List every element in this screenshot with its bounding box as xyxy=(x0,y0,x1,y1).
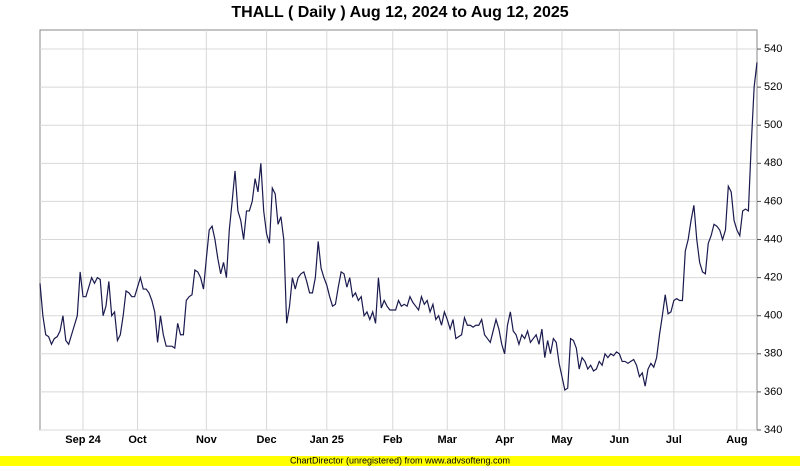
footer: ChartDirector (unregistered) from www.ad… xyxy=(290,455,510,465)
x-tick-label: Nov xyxy=(196,434,218,446)
y-tick-label: 480 xyxy=(764,157,782,169)
x-tick-label: Aug xyxy=(726,434,747,446)
x-tick-label: Jan 25 xyxy=(310,434,344,446)
y-tick-label: 440 xyxy=(764,233,782,245)
x-tick-label: Mar xyxy=(437,434,457,446)
x-tick-label: Feb xyxy=(383,434,403,446)
y-tick-label: 340 xyxy=(764,424,782,436)
x-tick-label: Jul xyxy=(666,434,682,446)
y-tick-label: 520 xyxy=(764,81,782,93)
x-tick-label: Jun xyxy=(610,434,630,446)
grid xyxy=(40,30,761,431)
marks xyxy=(39,62,758,391)
y-tick-label: 400 xyxy=(764,310,782,322)
plot-area xyxy=(39,29,758,431)
y-tick-label: 420 xyxy=(764,272,782,284)
y-tick-label: 540 xyxy=(764,43,782,55)
chart-title: THALL ( Daily ) Aug 12, 2024 to Aug 12, … xyxy=(231,4,568,21)
y-tick-label: 460 xyxy=(764,195,782,207)
y-tick-label: 360 xyxy=(764,386,782,398)
x-tick-label: Oct xyxy=(128,434,147,446)
y-tick-label: 500 xyxy=(764,119,782,131)
y-tick-label: 380 xyxy=(764,348,782,360)
x-tick-label: Sep 24 xyxy=(65,434,101,446)
x-tick-label: May xyxy=(551,434,573,446)
x-tick-label: Dec xyxy=(256,434,276,446)
x-tick-label: Apr xyxy=(495,434,515,446)
footer-bar xyxy=(0,456,800,466)
price-line xyxy=(39,62,758,391)
